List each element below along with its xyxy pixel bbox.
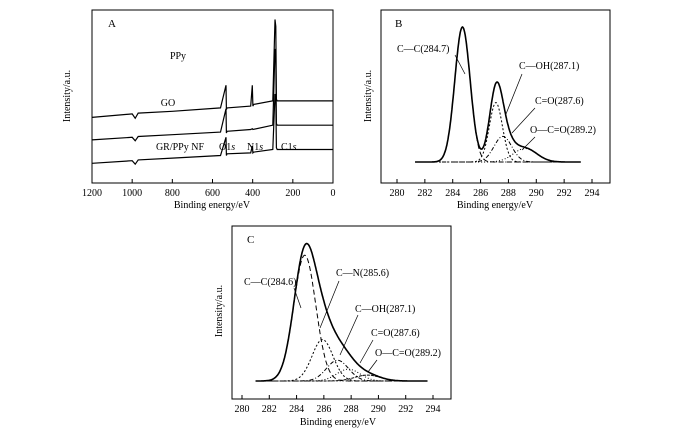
panel-b: B 280 282 284 286 288 290 292 294 Binding energ…	[363, 9, 611, 211]
panel-b-label: B	[395, 18, 402, 30]
panel-c-label-c-o: C=O(287.6)	[371, 328, 420, 339]
panel-b-label-c-c: C—C(284.7)	[397, 44, 450, 55]
panel-b-leader-c-o	[511, 107, 536, 134]
panel-b-frame	[380, 9, 611, 184]
annotation-o1s: O1s	[219, 142, 235, 153]
panel-c-leader-c-n	[319, 280, 340, 329]
panel-c-leader-c-o	[359, 339, 374, 364]
component-curve-3	[255, 368, 428, 382]
component-curve-2	[255, 359, 428, 382]
x-tick-label: 200	[285, 188, 300, 199]
panel-b-leader-c-c	[454, 54, 466, 75]
panel-a-frame	[91, 9, 334, 184]
x-tick-label: 290	[371, 404, 386, 415]
panel-b-label-c-oh: C—OH(287.1)	[519, 61, 579, 72]
series-label-ppy: PPy	[170, 51, 186, 62]
x-tick-label: 282	[262, 404, 277, 415]
panel-c-leader-c-oh	[339, 314, 359, 356]
panel-b-label-o-c-o: O—C=O(289.2)	[530, 125, 596, 136]
x-tick-label: 292	[557, 188, 572, 199]
x-tick-label: 280	[390, 188, 405, 199]
panel-c-label-c-oh: C—OH(287.1)	[355, 304, 415, 315]
envelope-curve	[415, 26, 581, 163]
component-curve-1	[415, 102, 581, 163]
panel-c-xlabel: Binding energy/eV	[300, 417, 377, 428]
annotation-c1s: C1s	[281, 142, 297, 153]
x-tick-label: 800	[165, 188, 180, 199]
panel-c-leader-o-c-o	[367, 359, 378, 373]
series-line-1	[91, 48, 333, 142]
panel-a-ylabel: Intensity/a.u.	[62, 70, 73, 122]
x-tick-label: 284	[289, 404, 304, 415]
panel-a-label: A	[108, 18, 116, 30]
panel-a-series	[91, 19, 333, 166]
panel-b-x-ticks: 280 282 284 286 288 290 292 294	[390, 179, 600, 199]
series-label-gr-ppy-nf: GR/PPy NF	[156, 142, 205, 153]
panel-b-leader-c-oh	[505, 73, 523, 115]
x-tick-label: 294	[585, 188, 600, 199]
panel-b-xlabel: Binding energy/eV	[457, 200, 534, 211]
series-label-go: GO	[161, 98, 175, 109]
panel-c-curves	[255, 242, 428, 382]
envelope-curve	[255, 242, 428, 382]
panel-c-label-c-n: C—N(285.6)	[336, 268, 389, 279]
x-tick-label: 600	[205, 188, 220, 199]
panel-c-frame	[231, 225, 452, 400]
panel-b-leader-o-c-o	[521, 136, 536, 151]
x-tick-label: 288	[501, 188, 516, 199]
panel-c-label-o-c-o: O—C=O(289.2)	[375, 348, 441, 359]
x-tick-label: 284	[445, 188, 460, 199]
panel-c-x-ticks: 280 282 284 286 288 290 292 294	[235, 395, 441, 415]
series-line-0	[91, 19, 333, 120]
x-tick-label: 280	[235, 404, 250, 415]
panel-a-xlabel: Binding energy/eV	[174, 200, 251, 211]
panel-b-ylabel: Intensity/a.u.	[363, 70, 374, 122]
panel-a: A 1200 1000 800 600 400 200 0 Binding energy/e…	[62, 9, 336, 211]
x-tick-label: 286	[473, 188, 488, 199]
x-tick-label: 286	[316, 404, 331, 415]
panel-c-label-c-c: C—C(284.6)	[244, 277, 297, 288]
component-curve-2	[415, 135, 581, 163]
x-tick-label: 282	[417, 188, 432, 199]
panel-c-label: C	[247, 234, 254, 246]
x-tick-label: 294	[426, 404, 441, 415]
x-tick-label: 400	[245, 188, 260, 199]
series-line-2	[91, 93, 333, 166]
panel-c: C 280 282 284 286 288 290 292 294 Binding energ…	[214, 225, 452, 428]
x-tick-label: 290	[529, 188, 544, 199]
panel-b-label-c-o: C=O(287.6)	[535, 96, 584, 107]
x-tick-label: 292	[398, 404, 413, 415]
x-tick-label: 1200	[82, 188, 102, 199]
component-curve-1	[255, 339, 428, 382]
panel-b-curves	[415, 26, 581, 163]
annotation-n1s: N1s	[247, 142, 263, 153]
x-tick-label: 1000	[122, 188, 142, 199]
panel-c-ylabel: Intensity/a.u.	[214, 285, 225, 337]
panel-a-x-ticks: 1200 1000 800 600 400 200 0	[82, 179, 336, 199]
x-tick-label: 0	[331, 188, 336, 199]
x-tick-label: 288	[344, 404, 359, 415]
panel-c-leader-c-c	[293, 287, 302, 309]
